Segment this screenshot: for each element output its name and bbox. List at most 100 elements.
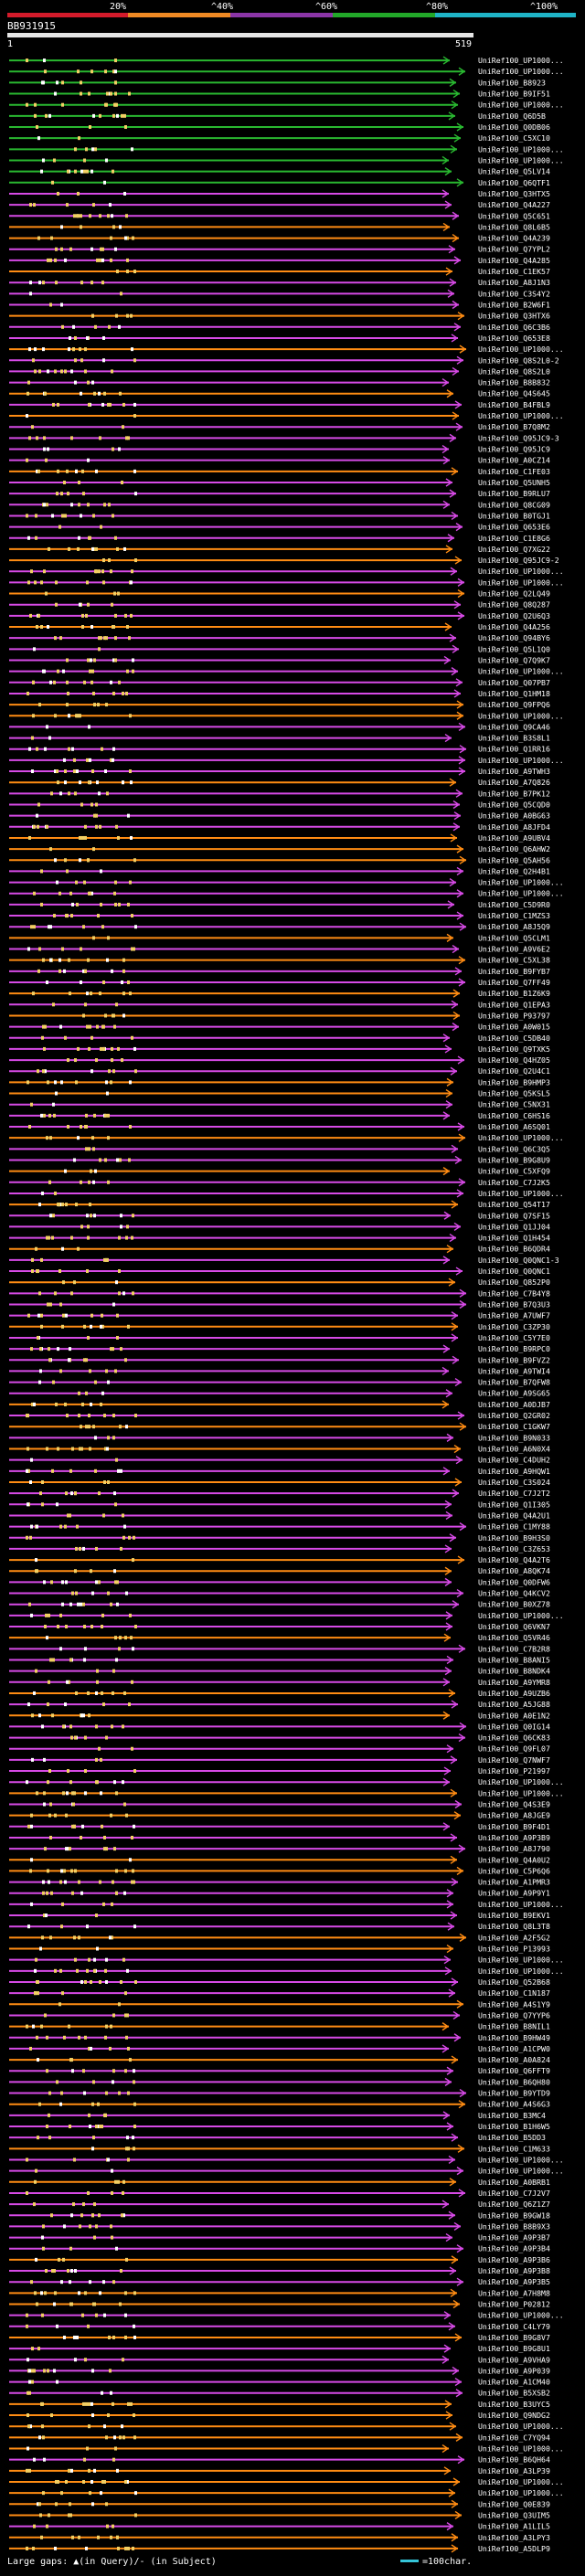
hit-label[interactable]: UniRef100_B5XSB2 [478, 2389, 550, 2398]
hit-label[interactable]: UniRef100_Q9FPQ6 [478, 700, 550, 709]
hit-label[interactable]: UniRef100_UP1000... [478, 1189, 564, 1198]
hit-label[interactable]: UniRef100_Q9FL07 [478, 1744, 550, 1754]
hit-label[interactable]: UniRef100_B8B832 [478, 378, 550, 387]
hit-label[interactable]: UniRef100_A8QK74 [478, 1566, 550, 1575]
hit-label[interactable]: UniRef100_C3Z653 [478, 1544, 550, 1553]
hit-label[interactable]: UniRef100_C4DUH2 [478, 1456, 550, 1465]
hit-label[interactable]: UniRef100_Q4A2U1 [478, 1511, 550, 1520]
hit-label[interactable]: UniRef100_UP1000... [478, 144, 564, 154]
hit-label[interactable]: UniRef100_Q5AH56 [478, 855, 550, 864]
hit-label[interactable]: UniRef100_B1Z6K9 [478, 989, 550, 998]
hit-label[interactable]: UniRef100_C7J2K5 [478, 1178, 550, 1187]
hit-label[interactable]: UniRef100_UP1000... [478, 1900, 564, 1909]
hit-label[interactable]: UniRef100_B0XZ78 [478, 1600, 550, 1609]
hit-label[interactable]: UniRef100_A6N0X4 [478, 1445, 550, 1454]
hit-label[interactable]: UniRef100_Q95JC9 [478, 445, 550, 454]
hit-label[interactable]: UniRef100_B8923 [478, 78, 546, 87]
hit-label[interactable]: UniRef100_UP1000... [478, 345, 564, 354]
hit-label[interactable]: UniRef100_A9P039 [478, 2366, 550, 2375]
hit-label[interactable]: UniRef100_A9HQW1 [478, 1467, 550, 1476]
hit-label[interactable]: UniRef100_Q0DFW6 [478, 1577, 550, 1586]
hit-label[interactable]: UniRef100_B9RPC0 [478, 1344, 550, 1353]
hit-label[interactable]: UniRef100_Q9TXK5 [478, 1044, 550, 1054]
hit-label[interactable]: UniRef100_B7Q8M2 [478, 422, 550, 431]
hit-label[interactable]: UniRef100_P13993 [478, 1945, 550, 1954]
hit-label[interactable]: UniRef100_C3S4Y2 [478, 289, 550, 298]
hit-label[interactable]: UniRef100_UP1000... [478, 2444, 564, 2454]
hit-label[interactable]: UniRef100_B2W6F1 [478, 301, 550, 310]
hit-label[interactable]: UniRef100_B0TGJ1 [478, 511, 550, 520]
hit-label[interactable]: UniRef100_Q4A239 [478, 234, 550, 243]
hit-label[interactable]: UniRef100_Q852P0 [478, 1277, 550, 1287]
hit-label[interactable]: UniRef100_C5P6Q6 [478, 1866, 550, 1875]
hit-label[interactable]: UniRef100_B5DD3 [478, 2133, 546, 2142]
hit-label[interactable]: UniRef100_A0A824 [478, 2055, 550, 2064]
hit-label[interactable]: UniRef100_B8NIL1 [478, 2022, 550, 2031]
hit-label[interactable]: UniRef100_A0BRB1 [478, 2178, 550, 2187]
hit-label[interactable]: UniRef100_A3LPY3 [478, 2533, 550, 2542]
hit-label[interactable]: UniRef100_Q95JC9-3 [478, 433, 559, 442]
hit-label[interactable]: UniRef100_B9G8V7 [478, 2333, 550, 2342]
hit-label[interactable]: UniRef100_B7QFW8 [478, 1378, 550, 1387]
hit-label[interactable]: UniRef100_Q6C3B6 [478, 323, 550, 332]
hit-label[interactable]: UniRef100_Q0E839 [478, 2499, 550, 2508]
hit-label[interactable]: UniRef100_Q4S645 [478, 389, 550, 398]
hit-label[interactable]: UniRef100_UP1000... [478, 1133, 564, 1142]
hit-label[interactable]: UniRef100_Q2H4B1 [478, 866, 550, 875]
hit-label[interactable]: UniRef100_A6SQ01 [478, 1122, 550, 1131]
hit-label[interactable]: UniRef100_UP1000... [478, 1611, 564, 1620]
hit-label[interactable]: UniRef100_Q0QNC1 [478, 1267, 550, 1276]
hit-label[interactable]: UniRef100_Q5UNH5 [478, 478, 550, 487]
hit-label[interactable]: UniRef100_A9P3B6 [478, 2255, 550, 2264]
hit-label[interactable]: UniRef100_Q6Z1Z7 [478, 2200, 550, 2209]
hit-label[interactable]: UniRef100_Q1JJ04 [478, 1222, 550, 1231]
hit-label[interactable]: UniRef100_A9SG65 [478, 1389, 550, 1398]
hit-label[interactable]: UniRef100_A0W015 [478, 1023, 550, 1032]
hit-label[interactable]: UniRef100_C7B2R8 [478, 1644, 550, 1653]
hit-label[interactable]: UniRef100_UP1000... [478, 756, 564, 765]
hit-label[interactable]: UniRef100_Q0DB06 [478, 122, 550, 132]
hit-label[interactable]: UniRef100_Q5KSL5 [478, 1089, 550, 1098]
hit-label[interactable]: UniRef100_A9UBV4 [478, 833, 550, 843]
hit-label[interactable]: UniRef100_Q4A0U2 [478, 1855, 550, 1864]
hit-label[interactable]: UniRef100_C1GKW7 [478, 1422, 550, 1431]
hit-label[interactable]: UniRef100_Q0QNC1-3 [478, 1256, 559, 1265]
hit-label[interactable]: UniRef100_B9HW49 [478, 2033, 550, 2042]
hit-label[interactable]: UniRef100_A9YMR8 [478, 1678, 550, 1687]
hit-label[interactable]: UniRef100_A9TWH3 [478, 767, 550, 776]
hit-label[interactable]: UniRef100_A9P3B5 [478, 2277, 550, 2286]
hit-label[interactable]: UniRef100_Q5L1Q0 [478, 644, 550, 653]
hit-label[interactable]: UniRef100_A0CZ14 [478, 456, 550, 465]
hit-label[interactable]: UniRef100_B9IF51 [478, 90, 550, 99]
hit-label[interactable]: UniRef100_Q8S2L0 [478, 366, 550, 376]
hit-label[interactable]: UniRef100_A9P9Y1 [478, 1889, 550, 1898]
hit-label[interactable]: UniRef100_Q6FFT9 [478, 2066, 550, 2075]
hit-label[interactable]: UniRef100_B3UYC5 [478, 2400, 550, 2409]
hit-label[interactable]: UniRef100_Q6CK83 [478, 1733, 550, 1743]
hit-label[interactable]: UniRef100_Q1EPA3 [478, 1000, 550, 1009]
hit-label[interactable]: UniRef100_Q07PB7 [478, 678, 550, 687]
hit-label[interactable]: UniRef100_Q7SF15 [478, 1211, 550, 1220]
hit-label[interactable]: UniRef100_B9F4D1 [478, 1822, 550, 1831]
hit-label[interactable]: UniRef100_Q2U6Q3 [478, 611, 550, 620]
hit-label[interactable]: UniRef100_C7B4Y8 [478, 1288, 550, 1298]
hit-label[interactable]: UniRef100_UP1000... [478, 711, 564, 720]
hit-label[interactable]: UniRef100_A1CPW0 [478, 2044, 550, 2053]
hit-label[interactable]: UniRef100_B6QH80 [478, 2077, 550, 2086]
hit-label[interactable]: UniRef100_A5JG88 [478, 1700, 550, 1709]
hit-label[interactable]: UniRef100_B8ANI5 [478, 1655, 550, 1664]
hit-label[interactable]: UniRef100_B9FYB7 [478, 967, 550, 976]
hit-label[interactable]: UniRef100_Q3HTX6 [478, 312, 550, 321]
hit-label[interactable]: UniRef100_Q4A285 [478, 256, 550, 265]
hit-label[interactable]: UniRef100_Q52B68 [478, 1977, 550, 1987]
hit-label[interactable]: UniRef100_A1CM40 [478, 2378, 550, 2387]
hit-label[interactable]: UniRef100_C1E8G6 [478, 534, 550, 543]
hit-label[interactable]: UniRef100_A3LP39 [478, 2466, 550, 2475]
hit-label[interactable]: UniRef100_B9N033 [478, 1433, 550, 1442]
hit-label[interactable]: UniRef100_Q7Q9K7 [478, 655, 550, 664]
hit-label[interactable]: UniRef100_Q5CLM1 [478, 933, 550, 942]
hit-label[interactable]: UniRef100_C5D9R0 [478, 900, 550, 909]
hit-label[interactable]: UniRef100_A7UWF7 [478, 1311, 550, 1320]
hit-label[interactable]: UniRef100_Q7YYP6 [478, 2010, 550, 2019]
hit-label[interactable]: UniRef100_B3MC4 [478, 2111, 546, 2120]
